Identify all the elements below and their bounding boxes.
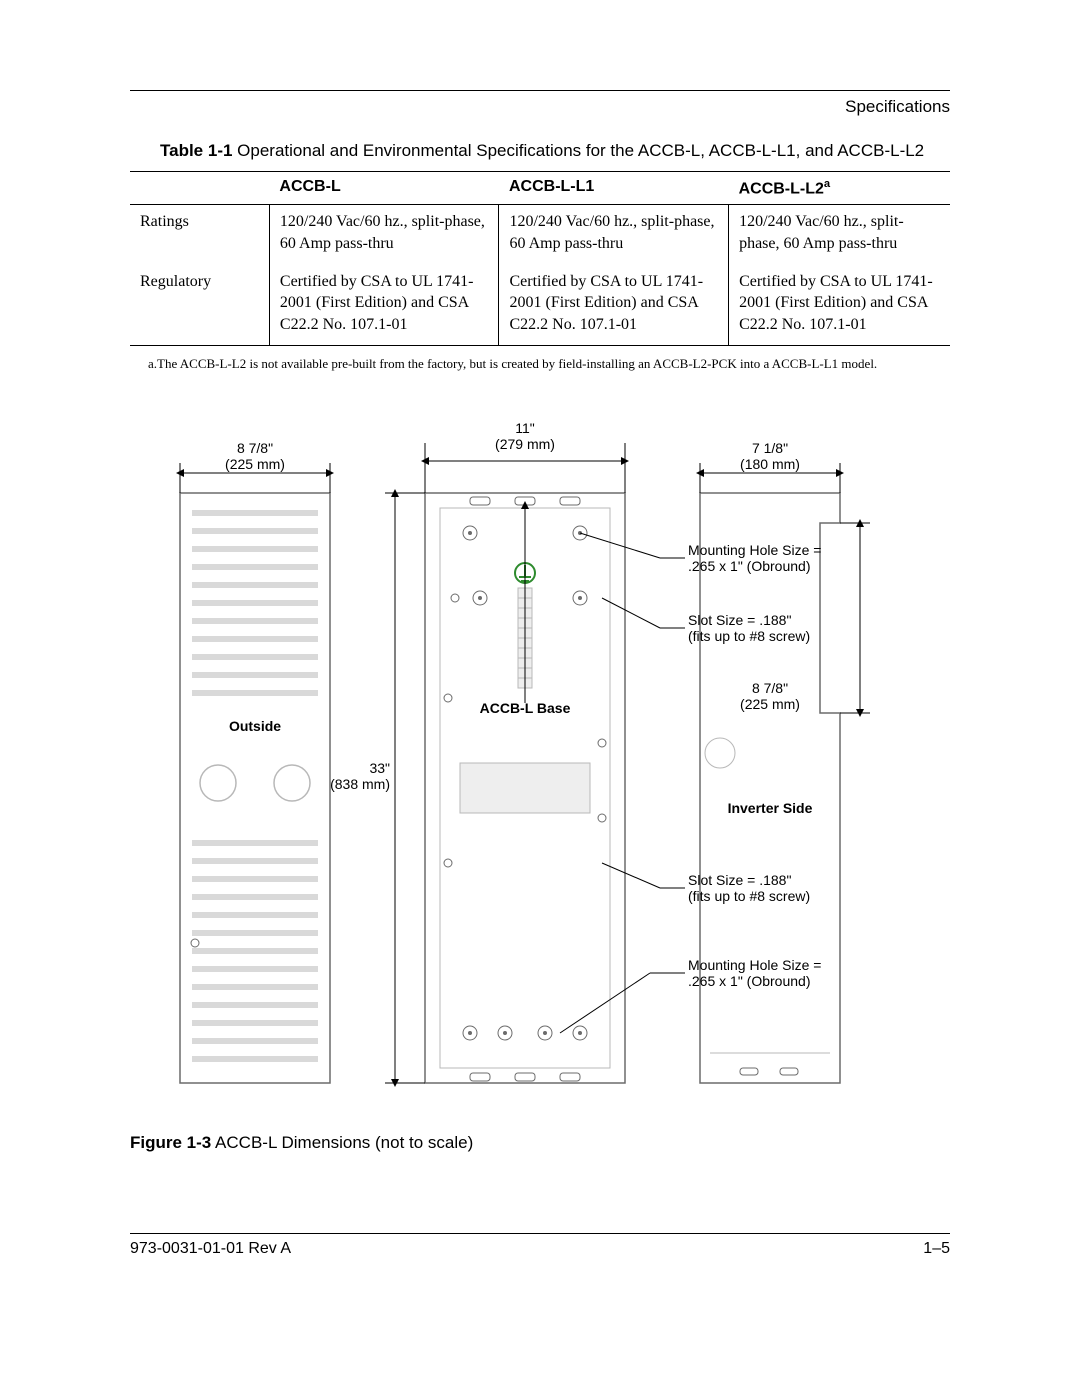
figure-caption: Figure 1-3 ACCB-L Dimensions (not to sca… bbox=[130, 1133, 950, 1153]
cell: Certified by CSA to UL 1741-2001 (First … bbox=[269, 265, 499, 346]
dim-height: 33" (838 mm) bbox=[330, 493, 425, 1083]
table-row: Regulatory Certified by CSA to UL 1741-2… bbox=[130, 265, 950, 346]
callout-slot-top-b: (fits up to #8 screw) bbox=[688, 628, 810, 644]
svg-text:(225 mm): (225 mm) bbox=[225, 456, 285, 472]
dim-center-width: 11" (279 mm) bbox=[425, 420, 625, 493]
row-label: Ratings bbox=[130, 205, 269, 265]
callout-mount-bot-b: .265 x 1" (Obround) bbox=[688, 973, 810, 989]
label-inverter: Inverter Side bbox=[728, 800, 813, 816]
right-panel bbox=[700, 493, 840, 1083]
header-rule bbox=[130, 90, 950, 91]
row-label: Regulatory bbox=[130, 265, 269, 346]
cell: 120/240 Vac/60 hz., split-phase, 60 Amp … bbox=[729, 205, 950, 265]
callout-mount-top-b: .265 x 1" (Obround) bbox=[688, 558, 810, 574]
dimensions-diagram: 8 7/8" (225 mm) Outside bbox=[140, 413, 940, 1113]
svg-text:33": 33" bbox=[369, 760, 390, 776]
callout-mount-bot-a: Mounting Hole Size = bbox=[688, 957, 821, 973]
dim-right-h-mm: (225 mm) bbox=[740, 696, 800, 712]
dim-right-width: 7 1/8" (180 mm) bbox=[700, 440, 840, 493]
figure-caption-text: ACCB-L Dimensions (not to scale) bbox=[215, 1133, 473, 1152]
cell: Certified by CSA to UL 1741-2001 (First … bbox=[499, 265, 729, 346]
table-caption-text: Operational and Environmental Specificat… bbox=[237, 141, 924, 160]
cell: 120/240 Vac/60 hz., split-phase, 60 Amp … bbox=[499, 205, 729, 265]
col-accb-l-l2-sup: a bbox=[824, 178, 830, 190]
col-accb-l-l2-text: ACCB-L-L2 bbox=[739, 180, 824, 197]
table-caption: Table 1-1 Operational and Environmental … bbox=[160, 141, 950, 161]
col-accb-l: ACCB-L bbox=[269, 172, 499, 205]
dim-right-height bbox=[840, 523, 870, 713]
dim-right-h-in: 8 7/8" bbox=[752, 680, 788, 696]
page: Specifications Table 1-1 Operational and… bbox=[0, 0, 1080, 1318]
header-section-label: Specifications bbox=[130, 97, 950, 117]
table-caption-prefix: Table 1-1 bbox=[160, 141, 232, 160]
footer-doc: 973-0031-01-01 Rev A bbox=[130, 1240, 291, 1258]
svg-text:(279 mm): (279 mm) bbox=[495, 436, 555, 452]
col-accb-l-l2: ACCB-L-L2a bbox=[729, 172, 950, 205]
svg-text:8 7/8": 8 7/8" bbox=[237, 440, 273, 456]
callout-slot-top-a: Slot Size = .188" bbox=[688, 612, 791, 628]
table-footnote: a.The ACCB-L-L2 is not available pre-bui… bbox=[148, 356, 950, 373]
label-outside: Outside bbox=[229, 718, 281, 734]
callout-slot-bot-a: Slot Size = .188" bbox=[688, 872, 791, 888]
cell: 120/240 Vac/60 hz., split-phase, 60 Amp … bbox=[269, 205, 499, 265]
footer: 973-0031-01-01 Rev A 1–5 bbox=[130, 1234, 950, 1258]
svg-text:(838 mm): (838 mm) bbox=[330, 776, 390, 792]
col-accb-l-l1: ACCB-L-L1 bbox=[499, 172, 729, 205]
svg-text:7 1/8": 7 1/8" bbox=[752, 440, 788, 456]
svg-text:(180 mm): (180 mm) bbox=[740, 456, 800, 472]
left-panel bbox=[180, 487, 330, 1083]
svg-text:11": 11" bbox=[515, 420, 535, 436]
spec-table: ACCB-L ACCB-L-L1 ACCB-L-L2a Ratings 120/… bbox=[130, 171, 950, 346]
callout-slot-bot-b: (fits up to #8 screw) bbox=[688, 888, 810, 904]
figure: 8 7/8" (225 mm) Outside bbox=[130, 413, 950, 1113]
figure-caption-prefix: Figure 1-3 bbox=[130, 1133, 211, 1152]
callout-mount-top-a: Mounting Hole Size = bbox=[688, 542, 821, 558]
cell: Certified by CSA to UL 1741-2001 (First … bbox=[729, 265, 950, 346]
footer-page: 1–5 bbox=[923, 1240, 950, 1258]
dim-left-width: 8 7/8" (225 mm) bbox=[180, 440, 330, 493]
table-row: Ratings 120/240 Vac/60 hz., split-phase,… bbox=[130, 205, 950, 265]
col-blank bbox=[130, 172, 269, 205]
